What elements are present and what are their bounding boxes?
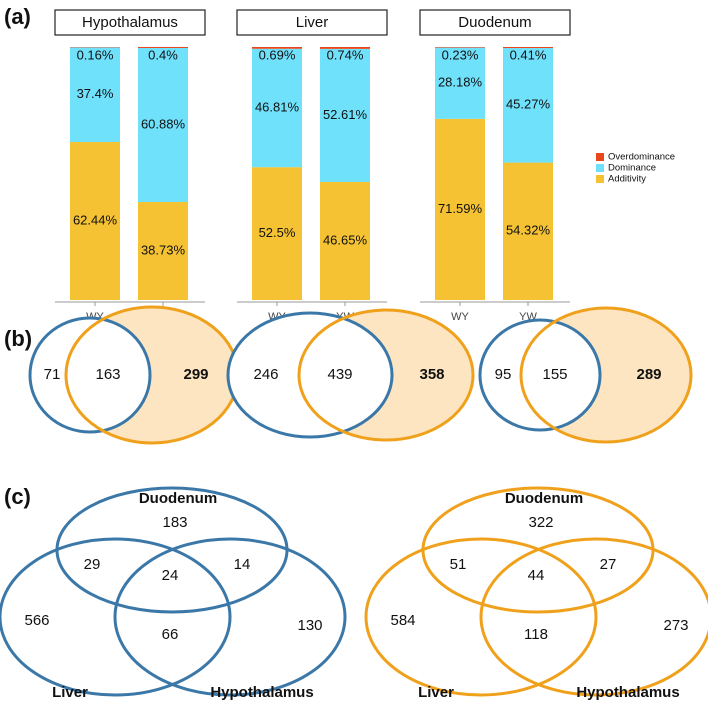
bar-segment: [138, 46, 188, 48]
value-label: 0.74%: [327, 47, 364, 62]
set-label: Duodenum: [139, 490, 217, 507]
panel-label: (c): [4, 484, 31, 509]
value-label: 0.4%: [148, 47, 178, 62]
value-label: 46.65%: [323, 232, 368, 247]
region-count: 566: [24, 612, 49, 629]
set-label: Liver: [418, 684, 454, 701]
value-label: 60.88%: [141, 116, 186, 131]
value-label: 28.18%: [438, 75, 483, 90]
right-set-outline: [519, 306, 693, 444]
left-set: [478, 318, 602, 432]
bar-segment: [503, 47, 553, 49]
legend-label: Additivity: [608, 174, 646, 185]
bar-segment: [252, 167, 302, 300]
bar-segment: [503, 162, 553, 300]
set-left: [0, 537, 232, 697]
left-only-count: 246: [253, 366, 278, 383]
strip-title: Liver: [296, 14, 329, 31]
set-label: Hypothalamus: [210, 684, 313, 701]
panel-label: (a): [4, 4, 31, 29]
left-set: [226, 311, 394, 439]
region-count: 51: [450, 556, 467, 573]
left-only-count: 95: [495, 366, 512, 383]
region-count: 584: [390, 612, 415, 629]
value-label: 52.5%: [259, 225, 296, 240]
value-label: 0.41%: [510, 47, 547, 62]
bar-segment: [138, 47, 188, 203]
legend-label: Dominance: [608, 163, 656, 174]
right-only-count: 299: [183, 366, 208, 383]
value-label: 0.69%: [259, 47, 296, 62]
value-label: 0.23%: [442, 47, 479, 62]
left-only-count: 71: [44, 366, 61, 383]
bar-segment: [320, 48, 370, 182]
value-label: 52.61%: [323, 107, 368, 122]
left-set: [28, 316, 152, 434]
value-label: 54.32%: [506, 223, 551, 238]
bar-segment: [435, 47, 485, 48]
set-label: Liver: [52, 684, 88, 701]
panel-label: (b): [4, 326, 32, 351]
region-count: 44: [528, 567, 545, 584]
region-count: 14: [234, 556, 251, 573]
both-count: 155: [542, 366, 567, 383]
bar-segment: [252, 48, 302, 168]
region-count: 118: [524, 626, 548, 643]
region-count: 27: [600, 556, 617, 573]
strip-title: Duodenum: [458, 14, 531, 31]
both-count: 163: [95, 366, 120, 383]
strip-box: [236, 9, 388, 36]
value-label: 46.81%: [255, 99, 300, 114]
strip-title: Hypothalamus: [82, 14, 178, 31]
x-tick-label: WY: [451, 311, 469, 323]
value-label: 38.73%: [141, 242, 186, 257]
region-count: 322: [528, 514, 553, 531]
strip-box: [419, 9, 571, 36]
set-right: [479, 537, 708, 697]
region-count: 130: [297, 617, 322, 634]
bar-segment: [252, 47, 302, 49]
bar-segment: [435, 118, 485, 301]
right-only-count: 358: [419, 366, 444, 383]
value-label: 37.4%: [77, 86, 114, 101]
legend-swatch: [596, 164, 604, 172]
bar-segment: [138, 202, 188, 300]
bar-segment: [70, 47, 120, 143]
region-count: 29: [84, 556, 101, 573]
bar-segment: [320, 47, 370, 49]
both-count: 439: [327, 366, 352, 383]
bar-segment: [320, 181, 370, 300]
bar-segment: [435, 47, 485, 119]
bar-segment: [70, 142, 120, 300]
value-label: 45.27%: [506, 97, 551, 112]
region-count: 273: [663, 617, 688, 634]
value-label: 0.16%: [77, 47, 114, 62]
set-left: [364, 537, 598, 697]
region-count: 66: [162, 626, 179, 643]
right-set-outline: [297, 308, 475, 442]
bar-segment: [503, 48, 553, 163]
right-only-count: 289: [636, 366, 661, 383]
legend-swatch: [596, 175, 604, 183]
legend-label: Overdominance: [608, 152, 675, 163]
set-label: Duodenum: [505, 490, 583, 507]
legend-swatch: [596, 153, 604, 161]
value-label: 62.44%: [73, 212, 118, 227]
value-label: 71.59%: [438, 201, 483, 216]
region-count: 183: [162, 514, 187, 531]
region-count: 24: [162, 567, 179, 584]
strip-box: [54, 9, 206, 36]
set-right: [113, 537, 347, 697]
set-label: Hypothalamus: [576, 684, 679, 701]
